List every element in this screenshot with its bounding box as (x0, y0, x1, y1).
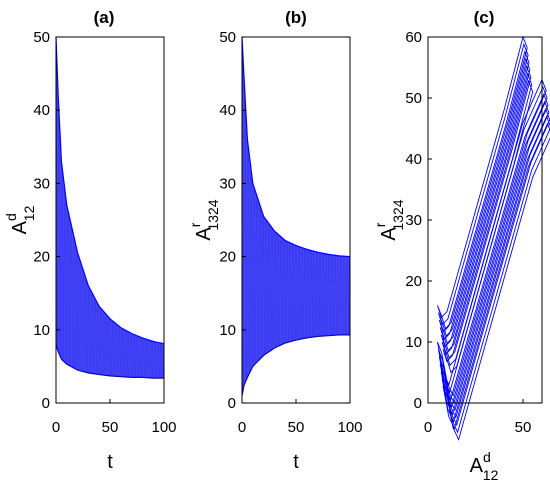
panel-b-lower-envelope (241, 334, 350, 396)
panel-c-y-tick-label: 0 (414, 395, 422, 412)
panel-b-title: (b) (285, 8, 307, 27)
panel-a-y-tick-label: 20 (33, 249, 50, 266)
panel-c-y-tick-label: 20 (405, 273, 422, 290)
panel-c-y-tick-label: 40 (405, 151, 422, 168)
panel-c-phase-loop (442, 79, 534, 374)
panel-b-y-tick-label: 50 (219, 29, 236, 46)
panel-b-plot (241, 36, 351, 396)
panel-a-y-label: Ad 12 (3, 205, 37, 234)
panel-a-y-label-sub: 12 (21, 205, 37, 221)
panel-b-x-label: t (293, 451, 299, 473)
panel-a-y-tick-label: 10 (33, 322, 50, 339)
panel-a-x-tick-label: 50 (102, 419, 119, 436)
panel-c-x-label: Ad 12 (470, 449, 499, 483)
panel-b: (b) 0 50 100 0 10 20 30 40 50 t Ar 1324 (187, 8, 363, 473)
panel-a-y-tick-label: 30 (33, 175, 50, 192)
panel-c-phase-loop (437, 35, 528, 330)
panel-b-y-tick-label: 30 (219, 175, 236, 192)
panel-c-y-tick-label: 30 (405, 212, 422, 229)
panel-c-title: (c) (474, 8, 495, 27)
panel-a-ticks: 0 50 100 0 10 20 30 40 50 (33, 29, 176, 436)
panel-a-y-tick-label: 50 (33, 29, 50, 46)
panel-b-y-label-sub: 1324 (205, 199, 221, 230)
panel-c-phase-loop (437, 78, 547, 397)
panel-c-phase-loop (438, 50, 530, 345)
panel-b-ticks: 0 50 100 0 10 20 30 40 50 (219, 29, 362, 436)
panel-c-x-tick-label: 0 (424, 419, 432, 436)
panel-b-y-label-sup: r (187, 222, 203, 227)
panel-b-y-tick-label: 0 (228, 395, 236, 412)
panel-c-y-tick-label: 60 (405, 29, 422, 46)
panel-b-x-tick-label: 0 (238, 419, 246, 436)
panel-c-phase-loop (439, 57, 531, 352)
panel-a-y-label-base: A (9, 220, 31, 234)
panel-c-plot (437, 35, 550, 441)
panel-a-y-tick-label: 40 (33, 102, 50, 119)
panel-c-y-label: Ar 1324 (372, 199, 406, 240)
panel-a-y-tick-label: 0 (42, 395, 50, 412)
panel-c-phase-loop (437, 85, 548, 405)
panel-a-x-label: t (107, 451, 113, 473)
panel-c-phase-loop (437, 42, 529, 337)
panel-c-phase-loop (441, 72, 533, 367)
panel-b-x-tick-label: 50 (288, 419, 305, 436)
panel-b-y-tick-label: 10 (219, 322, 236, 339)
panel-a-plot (55, 36, 165, 379)
panel-b-x-tick-label: 100 (337, 419, 362, 436)
panel-a-x-tick-label: 0 (52, 419, 60, 436)
panel-c-y-tick-label: 50 (405, 90, 422, 107)
panel-c-phase-loop (441, 115, 550, 434)
panel-b-y-tick-label: 40 (219, 102, 236, 119)
panel-a-lower-envelope (55, 344, 164, 379)
panel-c-phase-loop (440, 64, 532, 359)
panel-c-x-label-sub: 12 (483, 467, 499, 483)
panel-a: (a) 0 50 100 0 10 20 30 40 50 t Ad 12 (3, 8, 177, 473)
panel-b-y-label: Ar 1324 (187, 199, 221, 240)
panel-a-x-tick-label: 100 (151, 419, 176, 436)
panel-c-phase-loop (442, 122, 550, 441)
panel-c-ticks: 0 50 0 10 20 30 40 50 60 (405, 29, 531, 436)
panel-c-y-label-base: A (378, 227, 400, 241)
panel-c: (c) 0 50 0 10 20 30 40 50 60 Ad 12 Ar 1324 (372, 8, 550, 483)
panel-a-upper-envelope (55, 36, 165, 345)
panel-a-oscillation (55, 36, 165, 379)
panel-a-title: (a) (94, 8, 115, 27)
panel-c-phase-loop (438, 93, 549, 412)
panel-c-y-label-sup: r (372, 222, 388, 227)
panel-c-x-tick-label: 50 (515, 419, 532, 436)
panel-c-y-label-sub: 1324 (390, 199, 406, 230)
panel-c-x-label-base: A (470, 455, 484, 477)
panel-c-x-label-sup: d (483, 449, 491, 465)
panel-c-y-tick-label: 10 (405, 334, 422, 351)
panel-b-y-tick-label: 20 (219, 249, 236, 266)
panel-b-y-label-base: A (193, 227, 215, 241)
panel-b-upper-envelope (241, 36, 351, 258)
panel-c-phase-loop (439, 100, 550, 419)
panel-a-y-label-sup: d (3, 213, 19, 221)
